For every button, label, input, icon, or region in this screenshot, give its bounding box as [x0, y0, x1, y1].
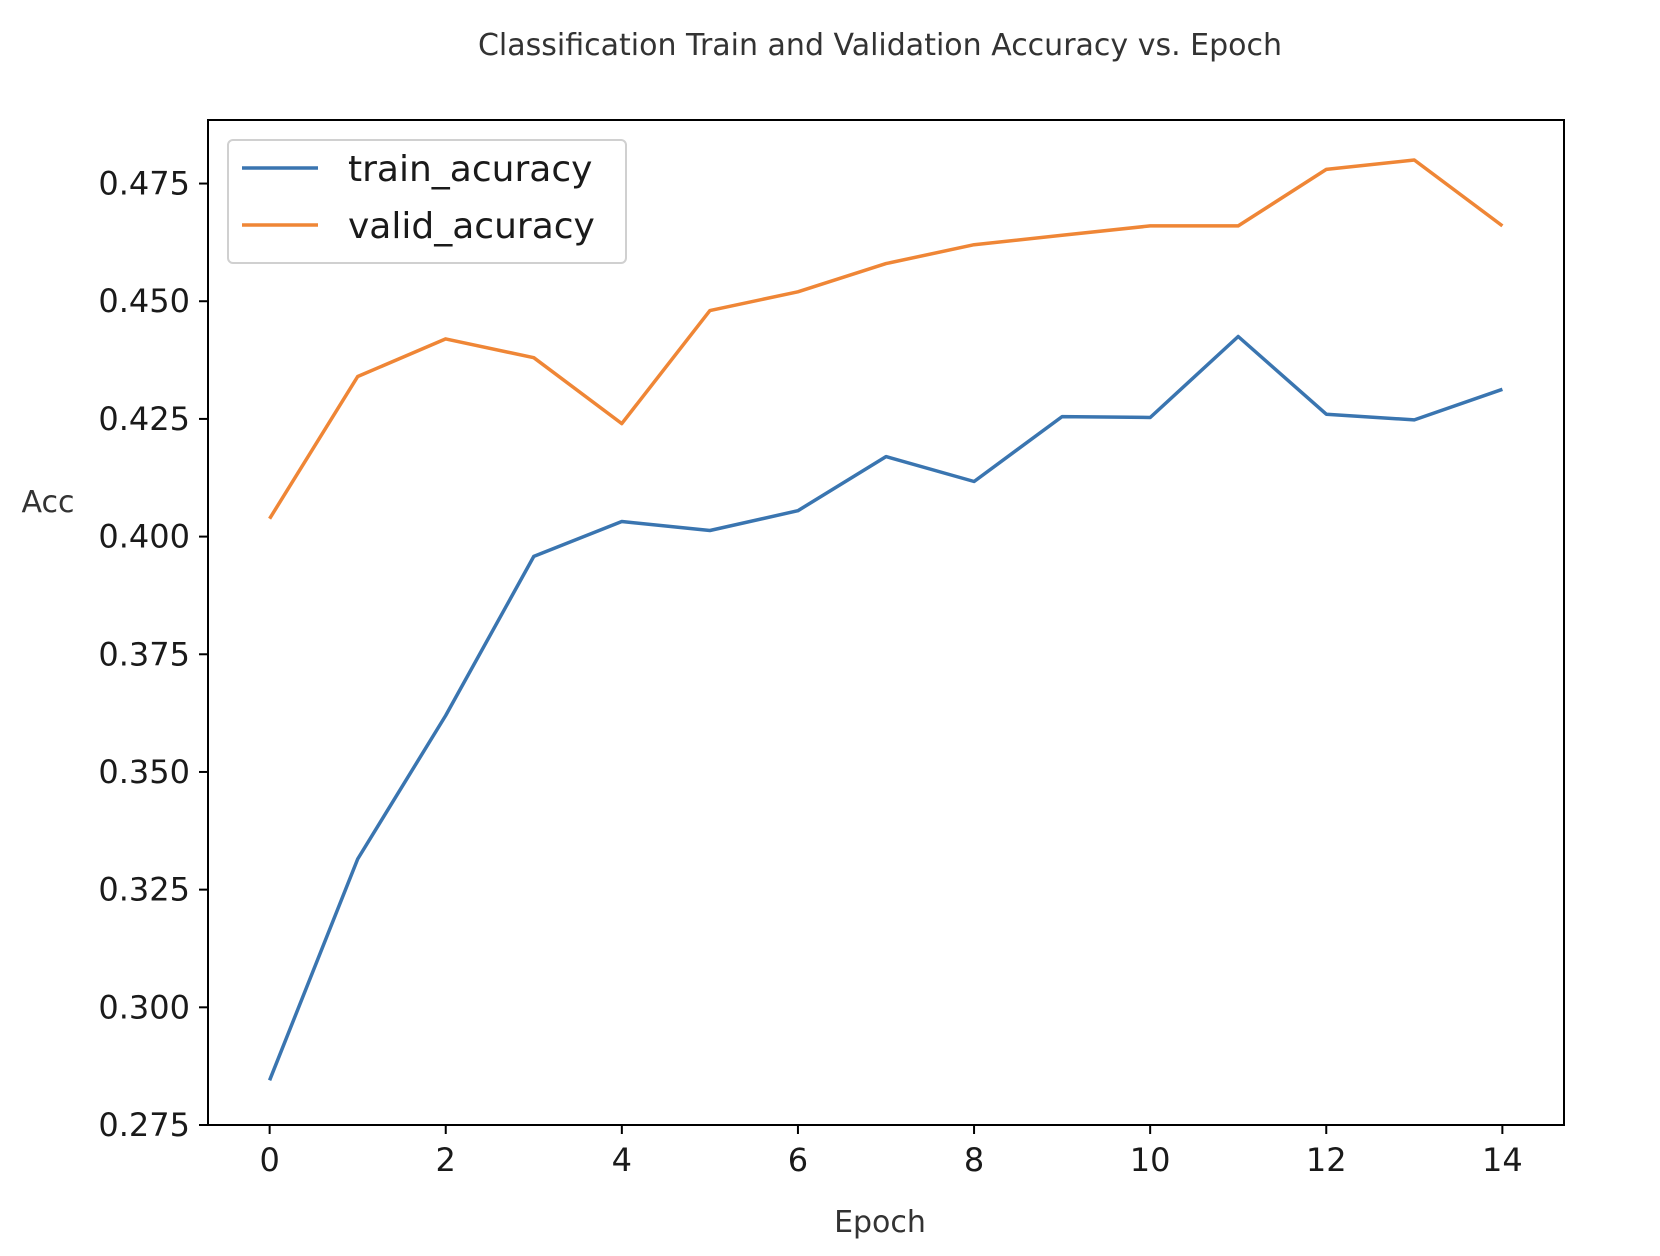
x-axis-label: Epoch	[834, 1205, 926, 1240]
x-tick-label: 0	[259, 1141, 279, 1179]
y-tick-label: 0.375	[98, 635, 190, 673]
x-tick-label: 4	[612, 1141, 632, 1179]
y-tick-label: 0.300	[98, 988, 190, 1026]
x-tick-label: 6	[788, 1141, 808, 1179]
series-line-valid_acuracy	[268, 158, 1504, 520]
series-layer	[267, 158, 1504, 1081]
x-axis-ticks: 0 2 4 6 8 10 12 14	[259, 1125, 1523, 1179]
plot-frame	[207, 119, 1565, 1126]
y-tick-label: 0.425	[98, 400, 190, 438]
legend-label-train: train_acuracy	[348, 149, 592, 190]
y-tick-label: 0.450	[98, 282, 190, 320]
x-tick-label: 2	[436, 1141, 456, 1179]
x-tick-label: 8	[964, 1141, 984, 1179]
y-tick-label: 0.275	[98, 1106, 190, 1144]
series-line-train_acuracy	[267, 334, 1503, 1081]
y-tick-label: 0.325	[98, 871, 190, 909]
y-axis-label: Acc	[22, 485, 75, 520]
x-tick-label: 10	[1130, 1141, 1171, 1179]
legend: train_acuracy valid_acuracy	[227, 139, 627, 264]
x-tick-label: 14	[1482, 1141, 1523, 1179]
y-axis-ticks: 0.275 0.300 0.325 0.350 0.375 0.400 0.425 0.450…	[98, 165, 208, 1144]
y-tick-label: 0.475	[98, 165, 190, 203]
chart-title: Classification Train and Validation Accu…	[478, 28, 1282, 63]
legend-label-valid: valid_acuracy	[348, 206, 595, 247]
y-tick-label: 0.400	[98, 518, 190, 556]
y-tick-label: 0.350	[98, 753, 190, 791]
x-tick-label: 12	[1306, 1141, 1347, 1179]
legend-box	[227, 139, 627, 264]
